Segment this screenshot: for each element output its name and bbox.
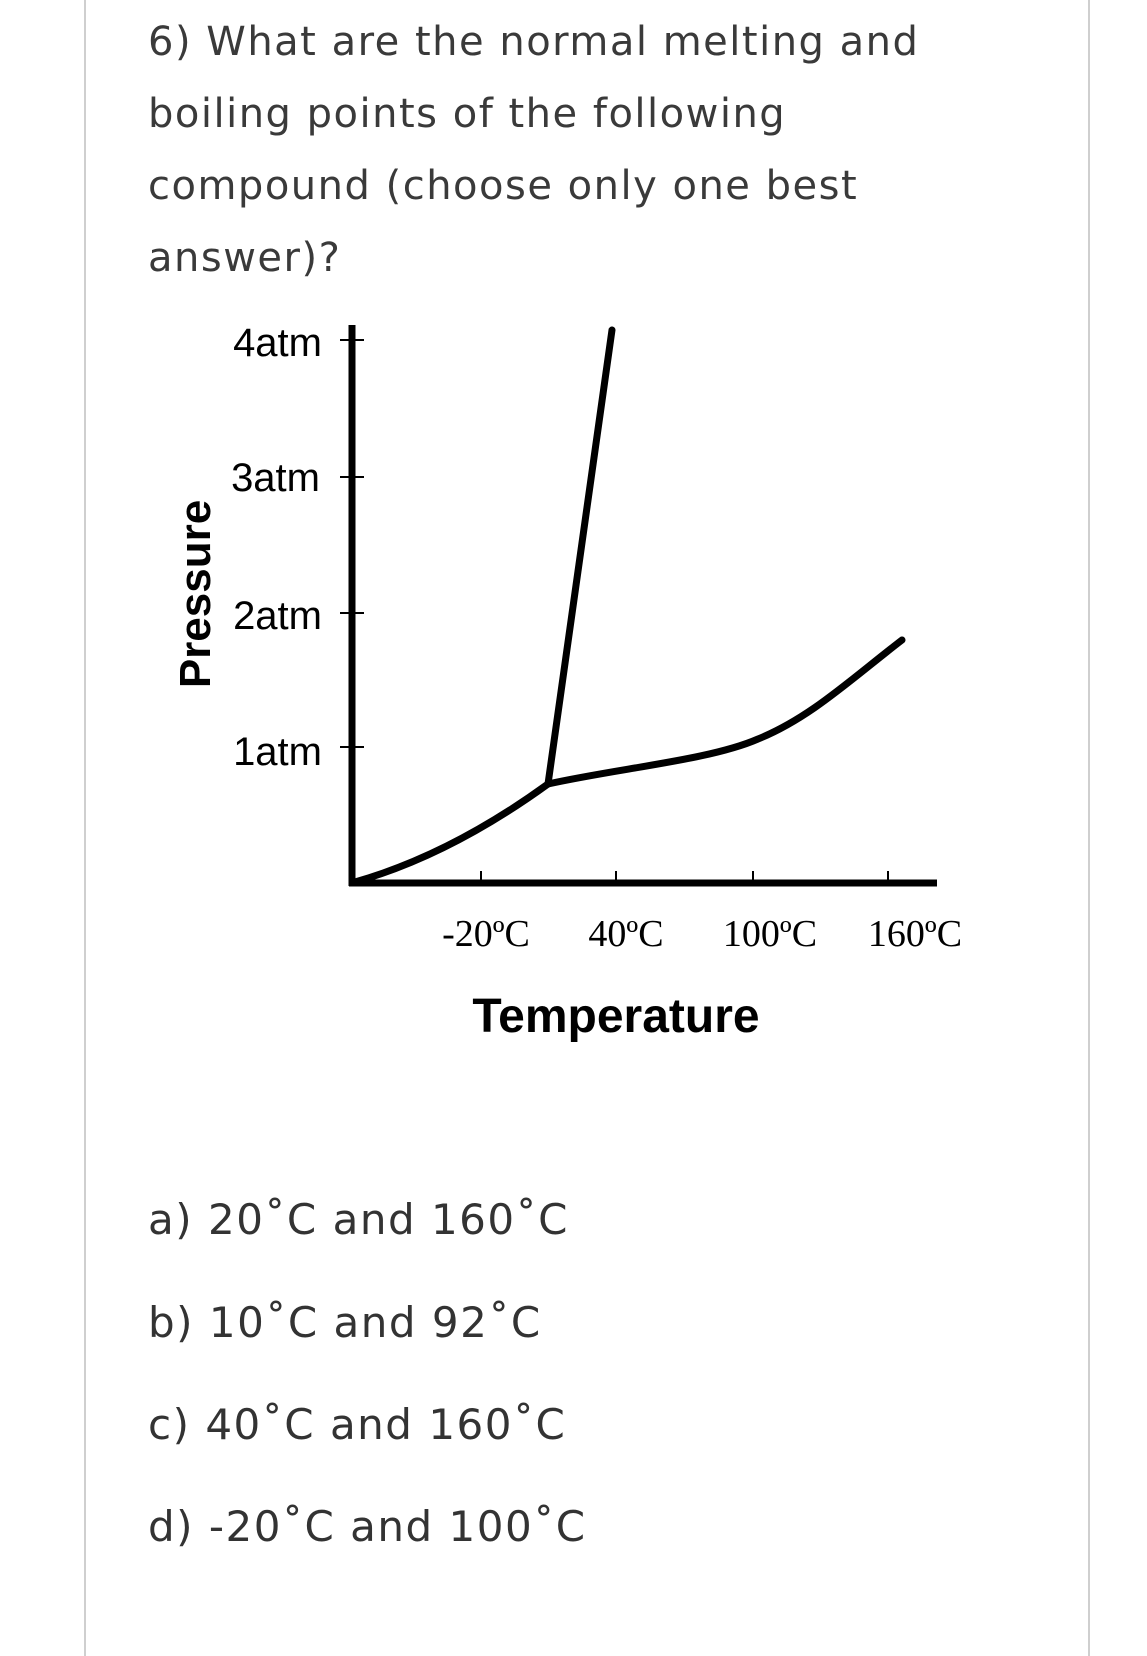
answer-option-c[interactable]: c) 40˚C and 160˚C xyxy=(148,1400,567,1449)
x-tick-label-40: 40ºC xyxy=(588,913,663,955)
answer-option-a[interactable]: a) 20˚C and 160˚C xyxy=(148,1195,569,1244)
y-tick-label-4atm: 4atm xyxy=(233,321,322,365)
fusion-curve xyxy=(544,326,616,788)
x-axis-label: Temperature xyxy=(472,990,759,1043)
answer-option-d[interactable]: d) -20˚C and 100˚C xyxy=(148,1502,587,1551)
y-tick-label-3atm: 3atm xyxy=(231,456,320,500)
y-tick-label-2atm: 2atm xyxy=(233,594,322,638)
question-card xyxy=(84,0,1090,1656)
phase-diagram: 4atm 3atm 2atm 1atm -20ºC 40ºC 100ºC 160… xyxy=(171,321,962,1043)
x-tick-label-160: 160ºC xyxy=(868,913,962,955)
answer-option-b[interactable]: b) 10˚C and 92˚C xyxy=(148,1298,542,1347)
y-tick-label-1atm: 1atm xyxy=(233,730,322,774)
x-tick-label-100: 100ºC xyxy=(723,913,817,955)
x-tick-label-neg20: -20ºC xyxy=(442,913,530,955)
y-axis-label: Pressure xyxy=(171,500,220,688)
sublimation-curve xyxy=(351,780,552,886)
vaporization-curve xyxy=(544,636,906,788)
question-text: 6) What are the normal melting and boili… xyxy=(148,19,920,281)
